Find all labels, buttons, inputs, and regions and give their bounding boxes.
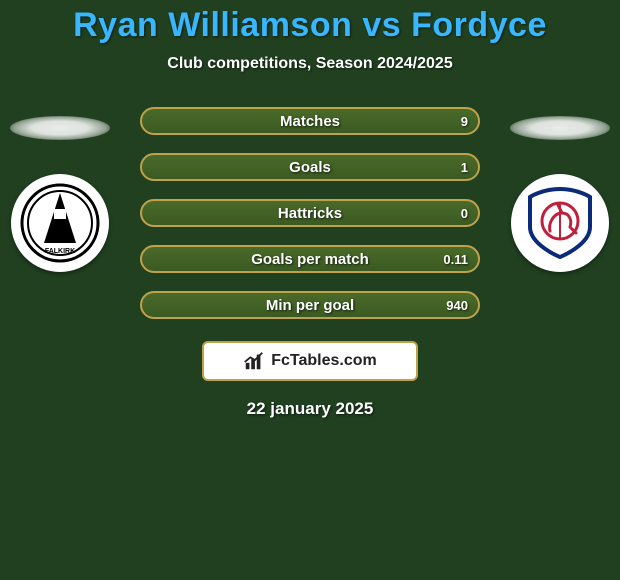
left-club-badge: FALKIRK [11, 174, 109, 272]
player-shadow-left [10, 116, 110, 140]
stats-list: Matches 9 Goals 1 Hattricks 0 Goals per … [140, 107, 480, 319]
stat-label: Goals per match [142, 251, 478, 268]
falkirk-crest-icon: FALKIRK [20, 183, 100, 263]
brand-text: FcTables.com [271, 352, 377, 370]
right-player-column [510, 116, 610, 272]
raith-crest-icon [520, 183, 600, 263]
player-shadow-right [510, 116, 610, 140]
stat-label: Matches [142, 113, 478, 130]
bar-chart-icon [243, 350, 265, 372]
page-subtitle: Club competitions, Season 2024/2025 [167, 55, 452, 73]
stat-right-value: 1 [461, 160, 468, 175]
left-player-column: FALKIRK [10, 116, 110, 272]
stat-right-value: 9 [461, 114, 468, 129]
stat-row: Goals per match 0.11 [140, 245, 480, 273]
stat-label: Goals [142, 159, 478, 176]
comparison-card: Ryan Williamson vs Fordyce Club competit… [0, 0, 620, 580]
stat-right-value: 0.11 [443, 252, 468, 267]
date-label: 22 january 2025 [247, 399, 374, 419]
brand-link[interactable]: FcTables.com [202, 341, 418, 381]
right-club-badge [511, 174, 609, 272]
stat-right-value: 0 [461, 206, 468, 221]
stat-row: Goals 1 [140, 153, 480, 181]
stat-row: Min per goal 940 [140, 291, 480, 319]
stat-right-value: 940 [446, 298, 468, 313]
svg-text:FALKIRK: FALKIRK [45, 248, 75, 255]
stat-label: Min per goal [142, 297, 478, 314]
stat-label: Hattricks [142, 205, 478, 222]
stat-row: Hattricks 0 [140, 199, 480, 227]
stat-row: Matches 9 [140, 107, 480, 135]
page-title: Ryan Williamson vs Fordyce [73, 6, 547, 45]
